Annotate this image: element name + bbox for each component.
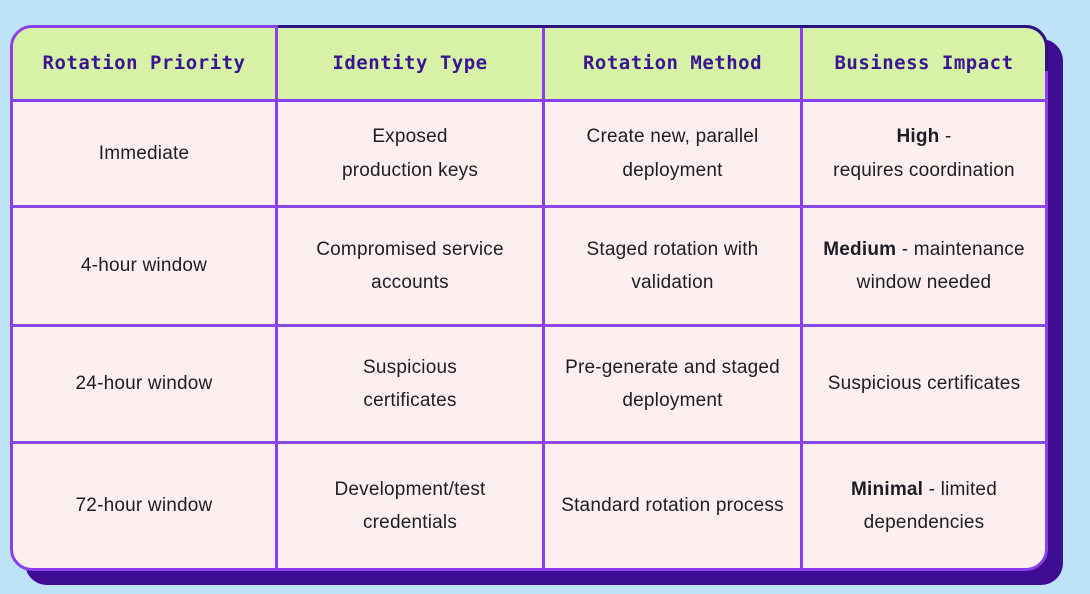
impact-detail: Suspicious certificates <box>827 373 1021 395</box>
cell-priority-4-hour: 4-hour window <box>13 208 278 327</box>
header-label: Business Impact <box>834 51 1014 74</box>
impact-level: Minimal <box>851 478 924 500</box>
impact-detail: - requires coordination <box>833 126 1015 181</box>
header-cell-rotation-method: Rotation Method <box>545 28 803 102</box>
cell-priority-24-hour: 24-hour window <box>13 327 278 444</box>
impact-detail: - maintenance window needed <box>856 238 1025 293</box>
header-cell-rotation-priority: Rotation Priority <box>13 28 278 102</box>
rotation-priority-table: Rotation Priority Identity Type Rotation… <box>13 28 1045 568</box>
impact-detail: - limited dependencies <box>863 478 997 533</box>
cell-method-parallel-deployment: Create new, parallel deployment <box>545 102 803 208</box>
header-label: Identity Type <box>332 51 488 74</box>
header-cell-identity-type: Identity Type <box>278 28 545 102</box>
cell-identity-exposed-keys: Exposed production keys <box>278 102 545 208</box>
impact-level: High <box>896 126 940 148</box>
cell-identity-suspicious-certs: Suspicious certificates <box>278 327 545 444</box>
cell-method-standard-rotation: Standard rotation process <box>545 444 803 568</box>
cell-method-pregenerate: Pre-generate and staged deployment <box>545 327 803 444</box>
header-label: Rotation Priority <box>42 51 246 74</box>
cell-priority-72-hour: 72-hour window <box>13 444 278 568</box>
cell-identity-compromised-accounts: Compromised service accounts <box>278 208 545 327</box>
header-label: Rotation Method <box>582 51 763 74</box>
cell-impact-minimal: Minimal - limited dependencies <box>803 444 1045 568</box>
cell-impact-medium: Medium - maintenance window needed <box>803 208 1045 327</box>
cell-priority-immediate: Immediate <box>13 102 278 208</box>
rotation-table-card: Rotation Priority Identity Type Rotation… <box>10 25 1048 571</box>
cell-impact-high: High - requires coordination <box>803 102 1045 208</box>
impact-level: Medium <box>823 238 897 260</box>
header-cell-business-impact: Business Impact <box>803 28 1045 102</box>
cell-impact-suspicious-certs: Suspicious certificates <box>803 327 1045 444</box>
cell-method-staged-rotation: Staged rotation with validation <box>545 208 803 327</box>
cell-identity-dev-test-credentials: Development/test credentials <box>278 444 545 568</box>
